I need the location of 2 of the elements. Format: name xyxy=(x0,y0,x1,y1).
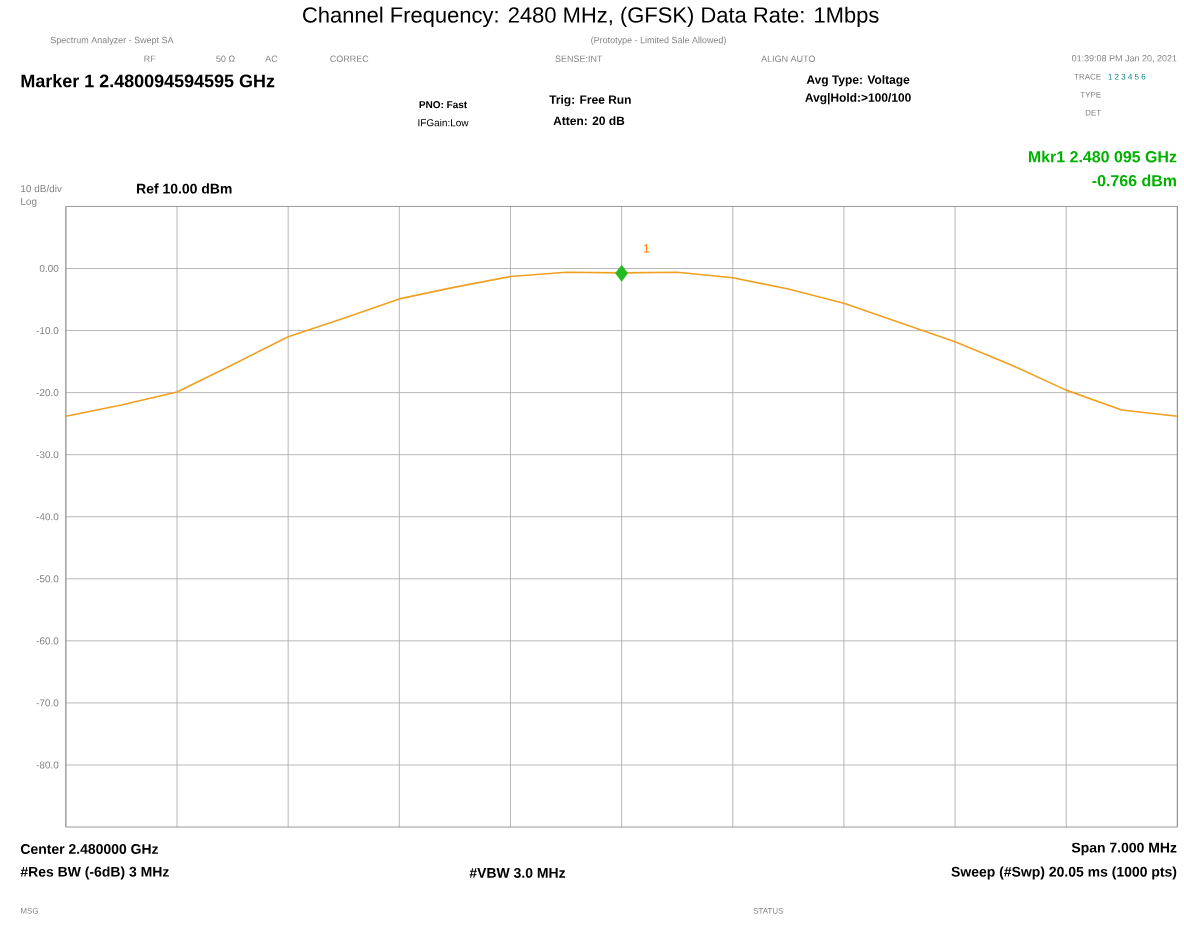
chart-title: Channel Frequency: 2480 MHz, (GFSK) Data Rate: 1Mbps xyxy=(303,6,879,27)
text: Marker 1 2.480094594595 GHz xyxy=(21,73,275,87)
